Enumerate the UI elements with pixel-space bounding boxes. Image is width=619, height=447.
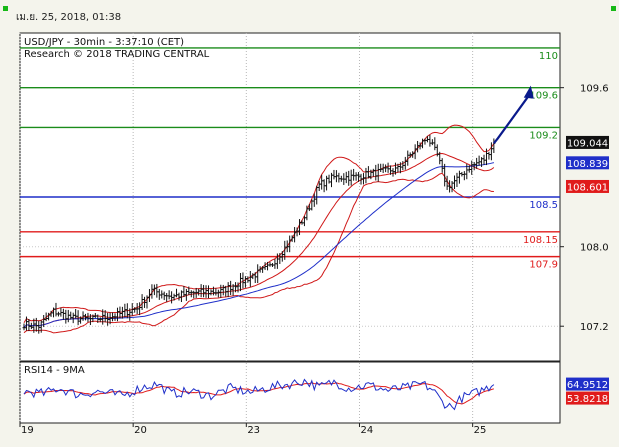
x-tick-label: 24 xyxy=(360,425,373,436)
y-axis: 107.2 108.0 109.6 xyxy=(560,84,609,333)
price-box-bg xyxy=(566,156,609,170)
x-tick-label: 20 xyxy=(134,425,147,436)
price-box: 109.044 xyxy=(566,135,609,149)
y-tick-label: 109.6 xyxy=(580,84,609,95)
corner-square-icon xyxy=(611,6,616,11)
y-tick-label: 108.0 xyxy=(580,243,609,254)
rsi-box-bg xyxy=(566,391,609,405)
rsi-ma-line xyxy=(23,382,495,405)
x-tick-label: 25 xyxy=(474,425,487,436)
projection-arrow xyxy=(493,85,534,145)
price-box-text: 108.839 xyxy=(567,159,608,170)
level-label: 108.15 xyxy=(523,235,558,246)
rsi-box-bg xyxy=(566,377,609,391)
level-lines: 110 109.6 109.2 108.5 108.15 107.9 xyxy=(20,47,560,271)
chart-subtitle: Research © 2018 TRADING CENTRAL xyxy=(24,49,210,60)
price-box: 108.839 xyxy=(566,156,609,170)
chart-header-bar: เม.ย. 25, 2018, 01:38 xyxy=(0,0,619,30)
rsi-title: RSI14 - 9MA xyxy=(24,365,85,376)
price-box-bg xyxy=(566,179,609,193)
level-label: 108.5 xyxy=(529,200,558,211)
level-label: 109.2 xyxy=(529,130,558,141)
rsi-box: 53.8218 xyxy=(566,391,609,405)
x-axis: 19 20 23 24 25 xyxy=(19,423,487,436)
rsi-box: 64.9512 xyxy=(566,377,609,391)
x-tick-label: 19 xyxy=(21,425,34,436)
projection-line xyxy=(493,95,530,145)
timestamp-label: เม.ย. 25, 2018, 01:38 xyxy=(16,12,122,23)
x-tick-label: 23 xyxy=(247,425,260,436)
level-label: 107.9 xyxy=(529,260,558,271)
price-box: 108.601 xyxy=(566,179,609,193)
rsi-panel xyxy=(19,361,561,424)
vertical-gridlines xyxy=(19,33,474,423)
rsi-box-text: 64.9512 xyxy=(567,380,608,391)
rsi-box-text: 53.8218 xyxy=(567,394,608,405)
corner-square-icon xyxy=(3,6,8,11)
price-box-text: 109.044 xyxy=(567,138,608,149)
y-tick-label: 107.2 xyxy=(580,322,609,333)
rsi-line xyxy=(23,378,495,411)
rsi-lines xyxy=(23,378,495,411)
projection-arrowhead xyxy=(523,85,534,99)
price-box-bg xyxy=(566,135,609,149)
price-box-text: 108.601 xyxy=(567,182,608,193)
chart-title: USD/JPY - 30min - 3:37:10 (CET) xyxy=(24,37,184,48)
level-label: 110 xyxy=(539,51,558,62)
level-label: 109.6 xyxy=(529,91,558,102)
price-boxes: 109.044 108.839 108.601 64.9512 53.8218 xyxy=(566,135,609,405)
price-bars xyxy=(22,134,496,334)
